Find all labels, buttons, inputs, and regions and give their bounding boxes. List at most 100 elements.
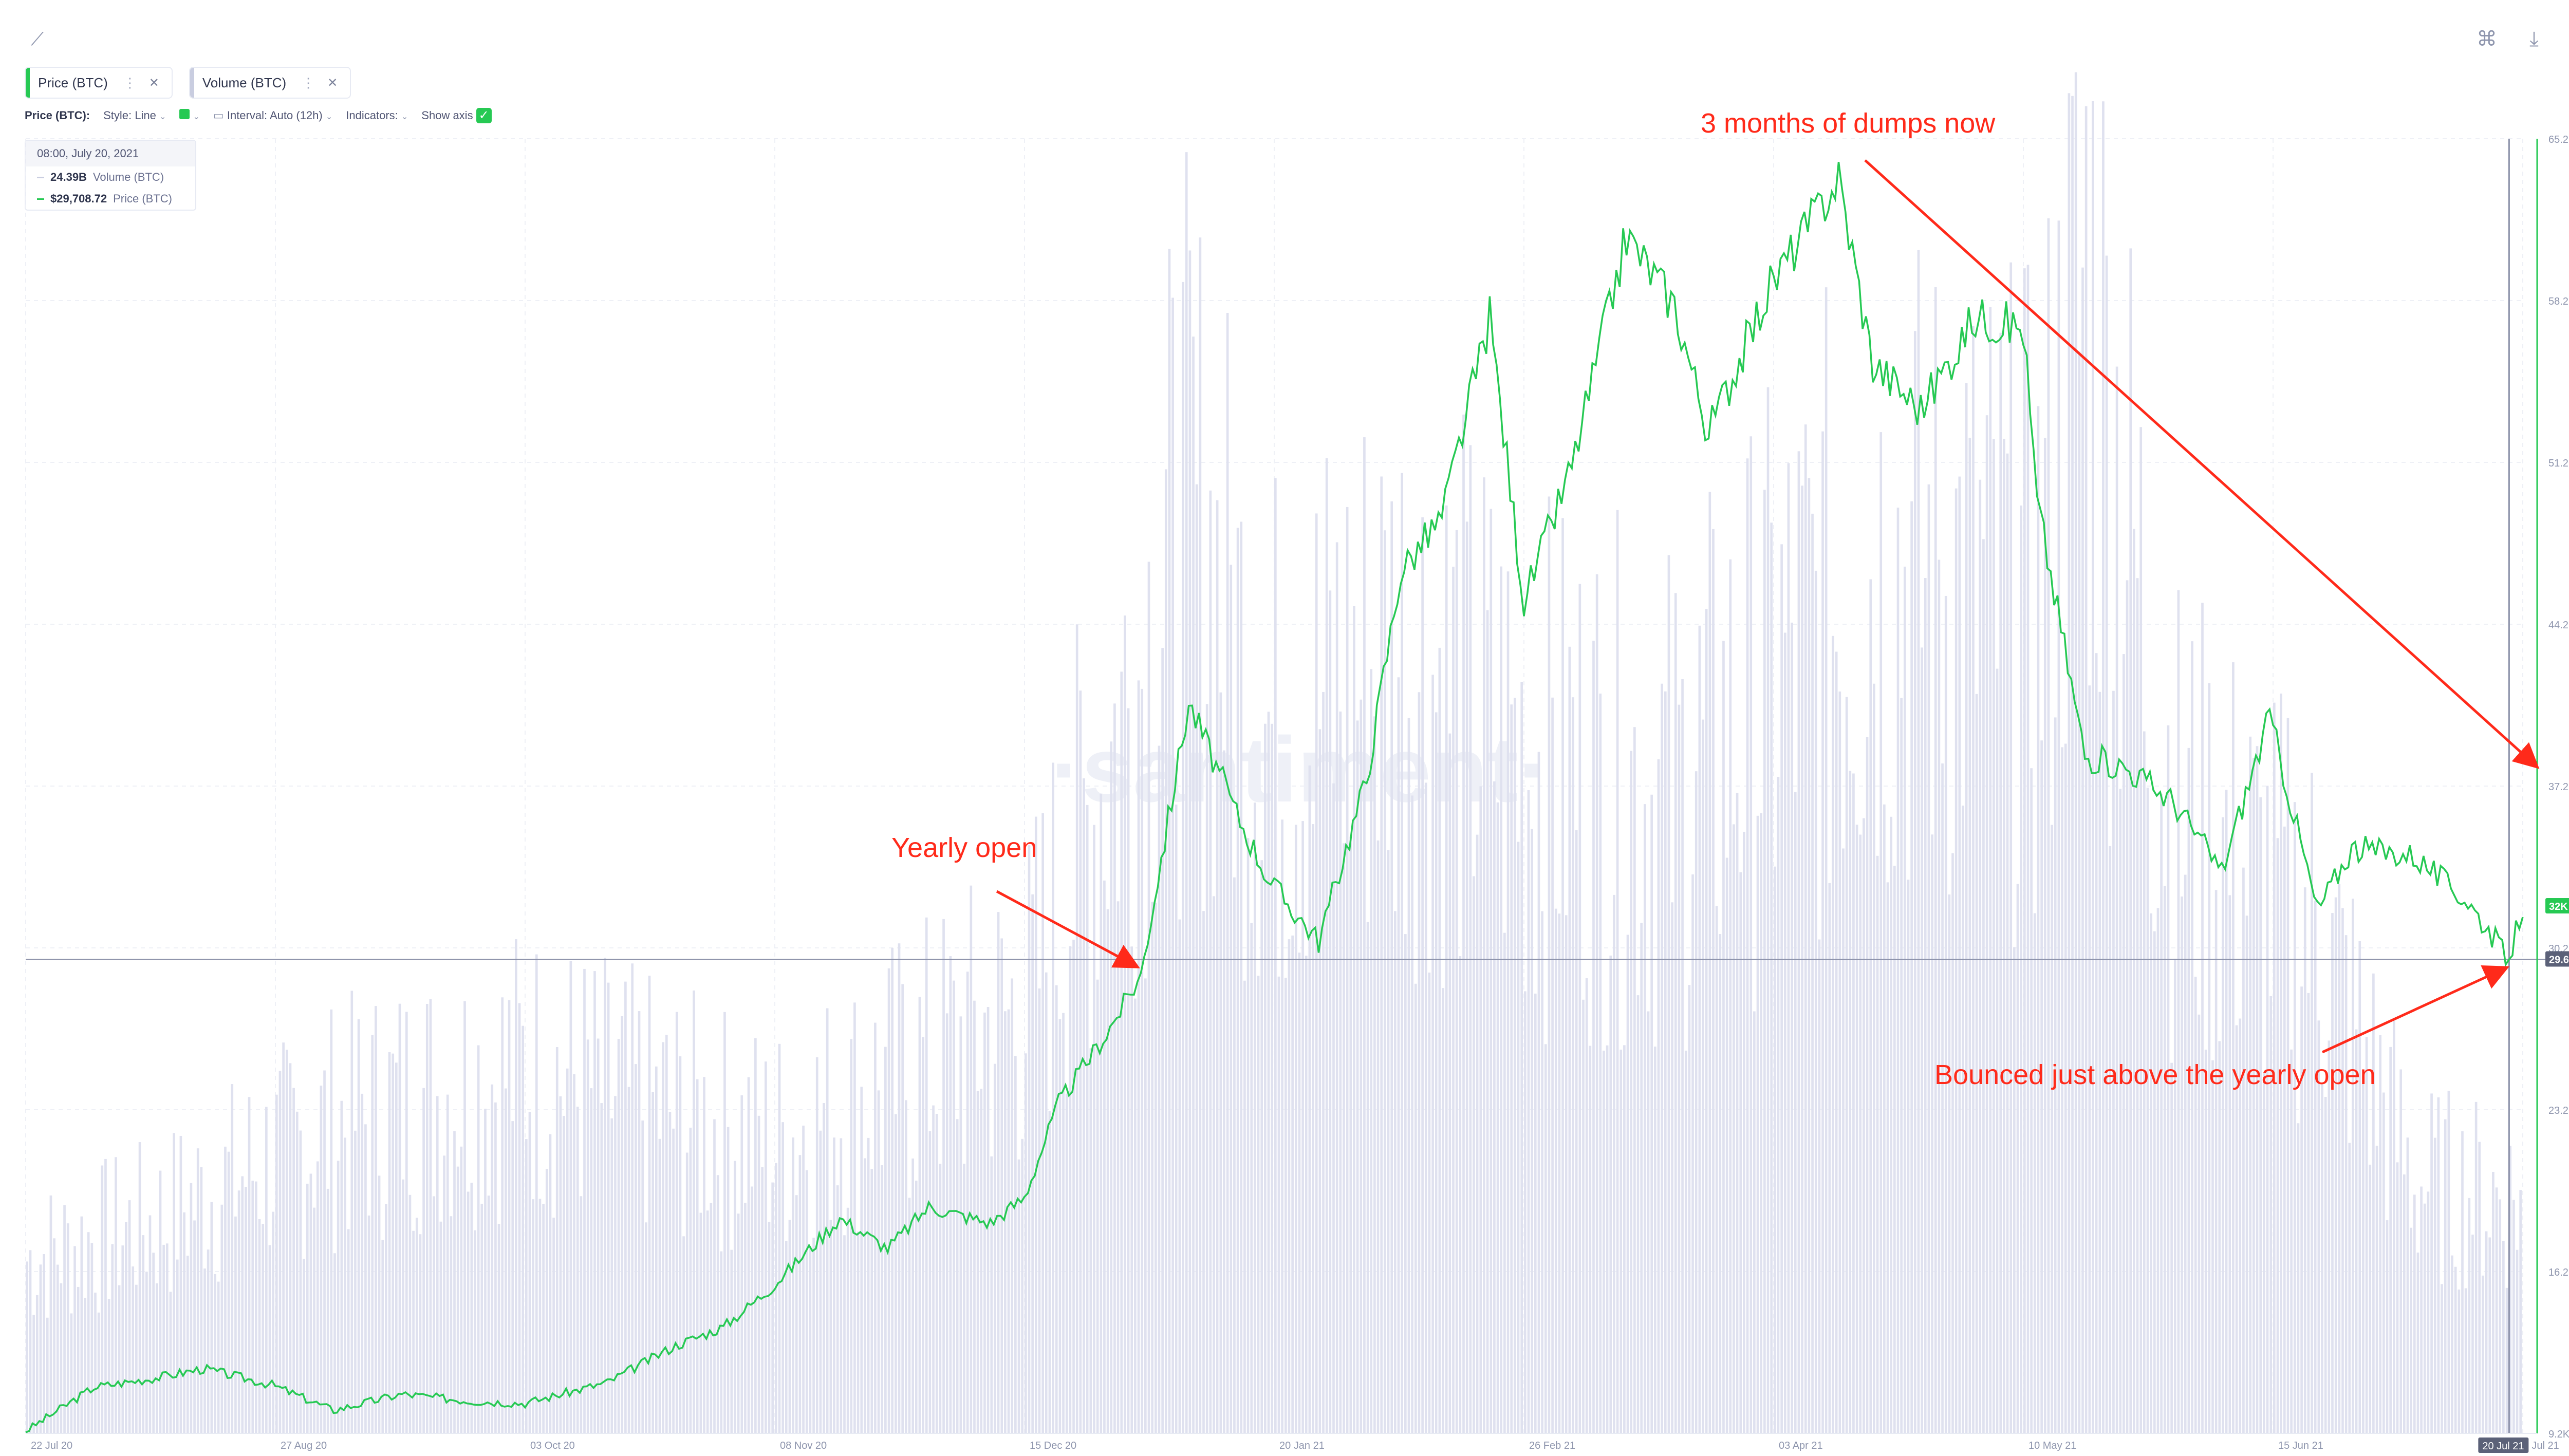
volume-bar — [388, 1052, 391, 1433]
volume-bar — [1633, 727, 1636, 1433]
volume-bar — [395, 1062, 398, 1433]
metric-tab-label: Price (BTC) — [38, 74, 108, 90]
volume-bar — [959, 1016, 962, 1433]
volume-bar — [945, 1013, 948, 1433]
volume-bar — [1075, 624, 1078, 1433]
volume-bar — [63, 1205, 66, 1433]
more-icon[interactable]: ⋮ — [123, 74, 137, 90]
price-axis: 65.2K58.2K51.2K44.2K37.2K30.2K23.2K16.2K… — [2536, 134, 2569, 1440]
color-select[interactable]: ⌄ — [179, 109, 200, 122]
volume-bar — [70, 1313, 73, 1433]
volume-bar — [347, 1229, 350, 1433]
volume-bar — [1421, 517, 1424, 1433]
settings-prefix: Price (BTC): — [25, 109, 90, 122]
volume-bar — [798, 1155, 802, 1433]
close-icon[interactable]: ✕ — [148, 76, 159, 90]
metric-tab-volume[interactable]: Volume (BTC) ⋮ ✕ — [189, 67, 351, 99]
volume-bar — [1534, 993, 1537, 1433]
volume-bar — [2198, 1014, 2201, 1433]
volume-bar — [1989, 307, 1992, 1433]
volume-bar — [1691, 874, 1694, 1433]
volume-bar — [1072, 940, 1075, 1433]
volume-bar — [1544, 1044, 1547, 1433]
show-axis-toggle[interactable]: Show axis ✓ — [421, 108, 492, 123]
more-icon[interactable]: ⋮ — [302, 74, 315, 90]
price-tick-label: 37.2K — [2548, 781, 2569, 793]
volume-bar — [1363, 437, 1366, 1433]
volume-bar — [2006, 453, 2009, 1433]
chart-tool-icon[interactable]: ⟋ — [31, 28, 44, 49]
volume-bar — [2214, 890, 2218, 1433]
volume-bar — [361, 1093, 364, 1433]
volume-bar — [552, 1218, 555, 1433]
calendar-icon: ▭ — [213, 109, 224, 122]
volume-bar — [1171, 297, 1174, 1434]
volume-bar — [908, 1198, 911, 1433]
volume-bar — [2163, 886, 2166, 1433]
volume-bar — [1360, 699, 1363, 1433]
volume-bar — [2328, 1040, 2331, 1433]
volume-bar — [1315, 513, 1318, 1433]
volume-bar — [515, 939, 517, 1433]
date-tick-label: 27 Aug 20 — [281, 1440, 327, 1451]
interval-select[interactable]: ▭ Interval: Auto (12h) ⌄ — [213, 109, 333, 122]
volume-bar — [2112, 690, 2115, 1433]
volume-bar — [121, 1245, 124, 1433]
volume-bar — [1404, 934, 1407, 1433]
volume-bar — [1962, 805, 1964, 1433]
volume-bar — [1653, 1047, 1656, 1433]
volume-bar — [1113, 703, 1116, 1433]
volume-bar — [1233, 877, 1236, 1433]
volume-bar — [2266, 786, 2269, 1433]
volume-bar — [1554, 908, 1557, 1433]
download-icon[interactable]: ⤓ — [2529, 28, 2539, 50]
volume-bar — [214, 1274, 216, 1433]
volume-bar — [429, 999, 432, 1433]
volume-bar — [176, 1259, 179, 1433]
volume-bar — [306, 1183, 309, 1433]
date-axis: 22 Jul 20 27 Aug 20 03 Oct 20 08 Nov 20 15 D… — [26, 1433, 2559, 1453]
price-tick-label: 65.2K — [2548, 134, 2569, 145]
volume-bar — [648, 976, 651, 1433]
volume-bar — [2016, 884, 2019, 1433]
price-hover-badge: 29.6K — [2549, 955, 2569, 966]
volume-bar — [1473, 876, 1475, 1433]
close-icon[interactable]: ✕ — [327, 76, 338, 90]
price-tick-label: 23.2K — [2548, 1105, 2569, 1116]
volume-bar — [1531, 829, 1533, 1433]
volume-bar — [528, 1112, 531, 1433]
volume-bar — [761, 1167, 764, 1433]
style-select[interactable]: Style: Line ⌄ — [103, 109, 166, 122]
volume-bar — [1496, 802, 1499, 1433]
volume-bar — [2030, 768, 2033, 1433]
volume-bar — [549, 1134, 552, 1433]
volume-bar — [1264, 723, 1267, 1433]
volume-bar — [2344, 935, 2348, 1433]
volume-bar — [1896, 508, 1900, 1433]
volume-bar — [408, 1194, 412, 1433]
command-icon[interactable]: ⌘ — [2477, 28, 2497, 50]
volume-bar — [1223, 750, 1225, 1433]
volume-bar — [1028, 845, 1031, 1433]
volume-bar — [942, 919, 945, 1433]
volume-bar — [1483, 477, 1485, 1433]
volume-bar — [2430, 1093, 2433, 1433]
volume-bar — [1185, 152, 1188, 1434]
volume-bar — [2393, 1020, 2395, 1433]
volume-bar — [193, 1220, 196, 1433]
volume-bar — [1390, 501, 1393, 1434]
volume-bar — [1291, 935, 1294, 1433]
volume-bar — [737, 1214, 740, 1433]
metric-color-bar — [26, 68, 30, 98]
indicators-select[interactable]: Indicators: ⌄ — [346, 109, 408, 122]
volume-bar — [734, 1161, 736, 1433]
volume-bar — [1281, 819, 1283, 1433]
volume-bar — [2194, 977, 2197, 1433]
volume-bar — [1308, 765, 1311, 1433]
volume-bar — [1893, 866, 1896, 1433]
metric-tab-price[interactable]: Price (BTC) ⋮ ✕ — [25, 67, 173, 99]
volume-bar — [251, 1181, 254, 1433]
volume-bar — [970, 885, 973, 1433]
volume-bar — [2061, 747, 2063, 1433]
